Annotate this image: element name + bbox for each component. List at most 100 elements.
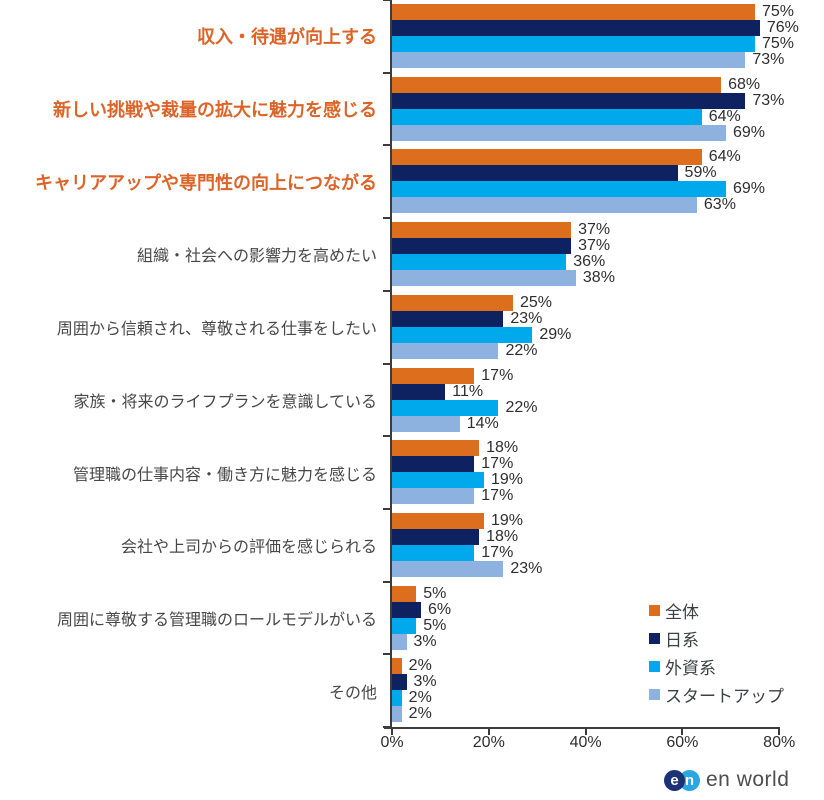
x-axis-line bbox=[384, 727, 780, 729]
bar-value-label: 17% bbox=[481, 455, 514, 473]
bar-スタートアップ bbox=[392, 124, 726, 141]
bar-value-label: 68% bbox=[728, 75, 761, 93]
y-axis-tick bbox=[383, 653, 390, 656]
legend-swatch-icon bbox=[649, 660, 660, 672]
bar-スタートアップ bbox=[392, 633, 407, 650]
bar-value-label: 5% bbox=[423, 616, 447, 634]
x-axis-tick bbox=[391, 729, 393, 735]
bar-日系 bbox=[392, 456, 475, 473]
category-label: その他 bbox=[328, 684, 377, 702]
bar-value-label: 75% bbox=[762, 35, 795, 52]
bar-value-label: 63% bbox=[703, 196, 736, 214]
bar-全体 bbox=[392, 4, 755, 20]
bar-全体 bbox=[392, 367, 475, 384]
logo-text: en world bbox=[706, 768, 790, 791]
y-axis-tick bbox=[383, 0, 390, 1]
bar-value-label: 76% bbox=[766, 19, 799, 36]
legend: 全体 日系外資系スタートアップ bbox=[649, 596, 784, 708]
bar-日系 bbox=[392, 528, 480, 545]
bar-スタートアップ bbox=[392, 560, 504, 577]
bar-value-label: 59% bbox=[684, 164, 717, 182]
bar-全体 bbox=[392, 294, 513, 311]
enworld-logo: e n en world bbox=[664, 768, 789, 792]
category-labels-column: 収入・待遇が向上する 新しい挑戦や裁量の拡大に魅力を感じる キャリアアップや専門性の… bbox=[0, 0, 377, 727]
bar-スタートアップ bbox=[392, 415, 460, 432]
y-axis-tick bbox=[383, 144, 390, 147]
bar-value-label: 19% bbox=[490, 511, 523, 529]
category-label: 管理職の仕事内容・働き方に魅力を感じる bbox=[72, 466, 377, 484]
category-label: 会社や上司からの評価を感じられる bbox=[120, 539, 377, 557]
y-axis-tick bbox=[383, 435, 390, 438]
bar-全体 bbox=[392, 585, 417, 602]
bar-value-label: 2% bbox=[408, 705, 432, 723]
bar-value-label: 69% bbox=[732, 180, 765, 198]
bar-外資系 bbox=[392, 617, 417, 634]
x-axis-tick bbox=[778, 729, 781, 735]
legend-swatch-icon bbox=[649, 604, 660, 616]
y-axis-tick bbox=[383, 726, 390, 728]
x-axis-tick-label: 20% bbox=[472, 734, 505, 751]
legend-item: スタートアップ bbox=[649, 680, 784, 708]
x-axis-tick bbox=[681, 729, 684, 735]
bar-value-label: 2% bbox=[408, 657, 432, 675]
bar-日系 bbox=[392, 165, 678, 182]
bar-value-label: 73% bbox=[752, 51, 785, 68]
category-label: 周囲から信頼され、尊敬される仕事をしたい bbox=[56, 321, 377, 339]
bar-外資系 bbox=[392, 254, 567, 271]
bar-日系 bbox=[392, 383, 446, 400]
bar-value-label: 18% bbox=[486, 527, 519, 545]
bar-スタートアップ bbox=[392, 342, 499, 359]
y-axis-tick bbox=[383, 362, 390, 365]
legend-item: 全体 bbox=[649, 596, 784, 624]
category-label: 新しい挑戦や裁量の拡大に魅力を感じる bbox=[53, 100, 377, 121]
bar-日系 bbox=[392, 92, 746, 109]
bar-外資系 bbox=[392, 181, 726, 198]
legend-swatch-icon bbox=[649, 632, 660, 644]
bar-日系 bbox=[392, 674, 407, 691]
bar-value-label: 23% bbox=[510, 309, 543, 327]
x-axis-tick-label: 40% bbox=[569, 734, 602, 751]
y-axis-line bbox=[390, 0, 392, 729]
legend-label: 外資系 bbox=[665, 658, 716, 678]
bar-外資系 bbox=[392, 326, 533, 343]
bar-value-label: 22% bbox=[505, 398, 538, 416]
legend-item: 日系 bbox=[649, 624, 784, 652]
x-axis-tick bbox=[584, 729, 587, 735]
legend-label: 全体 bbox=[665, 602, 699, 622]
bar-value-label: 37% bbox=[578, 221, 611, 239]
category-label: 組織・社会への影響力を高めたい bbox=[136, 248, 377, 266]
bar-value-label: 36% bbox=[573, 253, 606, 271]
x-axis-tick-label: 0% bbox=[380, 734, 404, 751]
bar-スタートアップ bbox=[392, 197, 697, 214]
bar-value-label: 17% bbox=[481, 543, 514, 561]
bar-value-label: 11% bbox=[452, 382, 484, 400]
bar-全体 bbox=[392, 440, 480, 457]
bar-value-label: 18% bbox=[486, 439, 519, 457]
bar-value-label: 2% bbox=[408, 689, 432, 707]
bar-value-label: 38% bbox=[582, 269, 615, 287]
bar-value-label: 69% bbox=[732, 123, 765, 141]
category-label: 家族・将来のライフプランを意識している bbox=[73, 393, 377, 411]
bar-スタートアップ bbox=[392, 488, 475, 505]
bar-value-label: 22% bbox=[505, 341, 538, 359]
bar-全体 bbox=[392, 512, 484, 529]
bar-全体 bbox=[392, 658, 402, 675]
y-axis-tick bbox=[383, 507, 390, 510]
category-label: 周囲に尊敬する管理職のロールモデルがいる bbox=[56, 611, 377, 629]
bar-value-label: 3% bbox=[413, 632, 437, 650]
bar-value-label: 25% bbox=[520, 293, 553, 311]
bar-value-label: 37% bbox=[578, 237, 611, 255]
bar-外資系 bbox=[392, 690, 402, 707]
bar-スタートアップ bbox=[392, 270, 576, 287]
bar-スタートアップ bbox=[392, 52, 746, 68]
logo-circle-e-icon: e bbox=[664, 769, 685, 791]
bar-日系 bbox=[392, 238, 572, 255]
y-axis-tick bbox=[383, 289, 390, 292]
bar-日系 bbox=[392, 310, 504, 327]
bar-スタートアップ bbox=[392, 706, 402, 723]
bar-外資系 bbox=[392, 36, 755, 52]
bar-value-label: 23% bbox=[510, 559, 543, 577]
bar-日系 bbox=[392, 20, 760, 36]
legend-label: スタートアップ bbox=[665, 686, 784, 706]
